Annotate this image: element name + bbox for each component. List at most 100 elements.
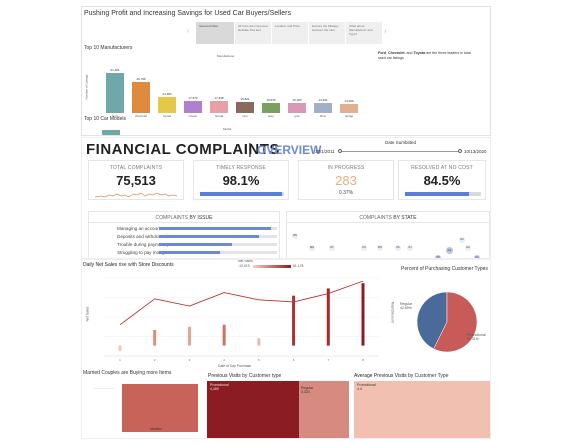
callout-ford: Ford xyxy=(378,51,386,55)
story-tab-5[interactable]: What about Manufacturer and Type? xyxy=(346,22,382,44)
kpi-resolved-no-cost: RESOLVED AT NO COST 84.5% xyxy=(398,160,486,200)
married-bar-label: Married xyxy=(150,427,162,431)
manufacturer-bar-toyota xyxy=(158,96,176,113)
pie-promo-value: 57.31% xyxy=(467,337,479,341)
net-sales-bar xyxy=(257,338,261,346)
issue-bar-track xyxy=(159,227,277,230)
manufacturer-category-label: nissan xyxy=(188,114,198,118)
state-tile-ny[interactable]: NY xyxy=(329,245,335,251)
prev-visits-promotional-block: Promotional 4,469 xyxy=(207,381,299,438)
story-tab-3[interactable]: Location and Price xyxy=(272,22,308,44)
issue-bar-fill[interactable] xyxy=(159,235,260,238)
daily-x-tick: 5 xyxy=(258,358,260,362)
manufacturer-callout: Ford, Chevrolet, and Toyota are the thre… xyxy=(378,51,478,61)
daily-x-tick: 7 xyxy=(327,358,329,362)
state-tile-tx[interactable]: TX xyxy=(435,255,441,259)
manufacturer-category-label: gmc xyxy=(294,114,300,118)
manufacturer-bar-nissan xyxy=(184,101,202,113)
manufacturer-x-label: Model xyxy=(223,127,232,131)
date-slider-track[interactable] xyxy=(340,151,460,152)
manufacturer-value-label: 17,538 xyxy=(214,96,224,101)
issue-divider xyxy=(89,222,279,223)
kpi-label: TIMELY RESPONSE xyxy=(216,165,266,171)
manufacturer-bar-dodge xyxy=(340,103,358,113)
daily-x-tick: 3 xyxy=(189,358,191,362)
story-tab-1[interactable]: Selected Data xyxy=(196,22,234,44)
prev-title-a: Previous Visits xyxy=(208,373,241,379)
avg-prev-title: Average Previous Visits by Customer Type xyxy=(354,373,449,379)
date-slider-start-handle[interactable] xyxy=(338,149,342,153)
pie-title: Percent of Purchasing Customer Types xyxy=(401,266,488,272)
kpi-value: 75,513 xyxy=(116,173,156,188)
issue-bar-fill[interactable] xyxy=(159,251,221,254)
date-slider-end-handle[interactable] xyxy=(458,149,462,153)
state-tile-mn[interactable]: MN xyxy=(309,245,315,251)
daily-x-label: Date of Day Purchase xyxy=(218,364,252,368)
complaints-title: FINANCIAL COMPLAINTS xyxy=(86,141,280,158)
legend-title: Net Sales xyxy=(238,259,253,263)
manufacturer-value-label: 16,821 xyxy=(240,96,250,101)
manufacturer-category-label: toyota xyxy=(162,114,172,118)
state-tile-ca[interactable]: CA xyxy=(446,247,453,254)
avg-prev-visits-block: Promotional 4.4 xyxy=(354,381,490,438)
resolved-fill xyxy=(405,192,470,196)
timely-response-track xyxy=(200,192,284,196)
manufacturer-category-label: bmw xyxy=(319,114,327,118)
story-title: Pushing Profit and Increasing Savings fo… xyxy=(84,10,291,17)
manufacturer-bar-ford xyxy=(106,72,124,113)
pie-promo-label: Promotional xyxy=(467,333,486,337)
timely-response-fill xyxy=(200,192,283,196)
date-filter-label: Date Sumbitted xyxy=(385,140,417,145)
manufacturer-value-label: 14,931 xyxy=(318,98,328,103)
date-start: 10/1/2011 xyxy=(315,149,335,154)
issue-bar-fill[interactable] xyxy=(159,227,272,230)
state-tile-ga[interactable]: GA xyxy=(465,245,471,251)
issue-title-a: COMPLAINTS xyxy=(155,215,190,221)
state-tile-map[interactable]: WA MN NY CO MO PA NJ CA NC TX GA FL xyxy=(287,223,490,259)
state-tile-co[interactable]: CO xyxy=(361,245,367,251)
state-tile-fl[interactable]: FL xyxy=(474,255,480,259)
issue-bar-fill[interactable] xyxy=(159,243,233,246)
state-tile-wa[interactable]: WA xyxy=(292,233,298,239)
manufacturer-bar-ram xyxy=(236,101,254,113)
manufacturer-bar-chart: 61,481 ford 46,790 chevrolet 24,384 toyota 17,… xyxy=(102,57,362,118)
issue-label: Deposits and withdrawals xyxy=(117,234,170,239)
story-tab-4[interactable]: Explore the Mileage between the cars xyxy=(309,22,345,44)
kpi-label: RESOLVED AT NO COST xyxy=(411,165,473,171)
net-sales-bar xyxy=(361,283,365,346)
state-tile-pa[interactable]: PA xyxy=(395,245,401,251)
net-sales-axis-label: Net Sales xyxy=(85,306,90,322)
kpi-value: 84.5% xyxy=(423,173,461,188)
callout-toyota: Toyota xyxy=(413,51,426,55)
state-title-a: COMPLAINTS xyxy=(359,215,394,221)
net-sales-bar xyxy=(187,326,191,346)
avg-promo-value: 4.4 xyxy=(357,387,362,391)
state-tile-nj[interactable]: NJ xyxy=(407,245,413,251)
state-tile-mo[interactable]: MO xyxy=(377,245,383,251)
story-tab-2[interactable]: All Cars are Inspected Reliable Sha and xyxy=(235,22,271,44)
daily-x-tick: 6 xyxy=(293,358,295,362)
overview-subtitle: OVERVIEW xyxy=(257,143,322,157)
daily-title-a: Daily Net Sales xyxy=(83,262,118,268)
state-tile-nc[interactable]: NC xyxy=(459,237,465,243)
customer-type-pie xyxy=(416,291,478,353)
manufacturer-category-label: honda xyxy=(214,114,224,118)
daily-x-tick: 4 xyxy=(223,358,225,362)
pie-regular-value: 42.69% xyxy=(400,306,412,310)
callout-chevrolet: Chevrolet xyxy=(387,51,405,55)
story-prev-arrow[interactable]: ‹ xyxy=(187,28,190,35)
daily-net-sales-chart: 1 2 3 4 5 6 7 8 xyxy=(104,277,379,362)
used-cars-story-panel: Pushing Profit and Increasing Savings fo… xyxy=(81,6,491,136)
manufacturer-value-label: 15,676 xyxy=(266,97,276,102)
top-models-title: Top 10 Car Models xyxy=(84,116,126,122)
issue-label: Struggling to pay mortga... xyxy=(117,250,171,255)
financial-complaints-panel: FINANCIAL COMPLAINTS | OVERVIEW Date Sum… xyxy=(81,137,491,259)
complaints-sparkline xyxy=(95,192,177,198)
title-divider: | xyxy=(248,141,252,158)
daily-title-c: Store Discounts xyxy=(138,262,174,268)
story-next-arrow[interactable]: › xyxy=(384,28,387,35)
callout-rest: are the three leaders in total used car … xyxy=(378,51,471,60)
manufacturer-y-label: Number of Listings xyxy=(84,74,89,100)
store-sales-panel: Daily Net Sales rise with Store Discount… xyxy=(81,259,491,439)
kpi-total-complaints: TOTAL COMPLAINTS 75,513 xyxy=(88,160,184,200)
